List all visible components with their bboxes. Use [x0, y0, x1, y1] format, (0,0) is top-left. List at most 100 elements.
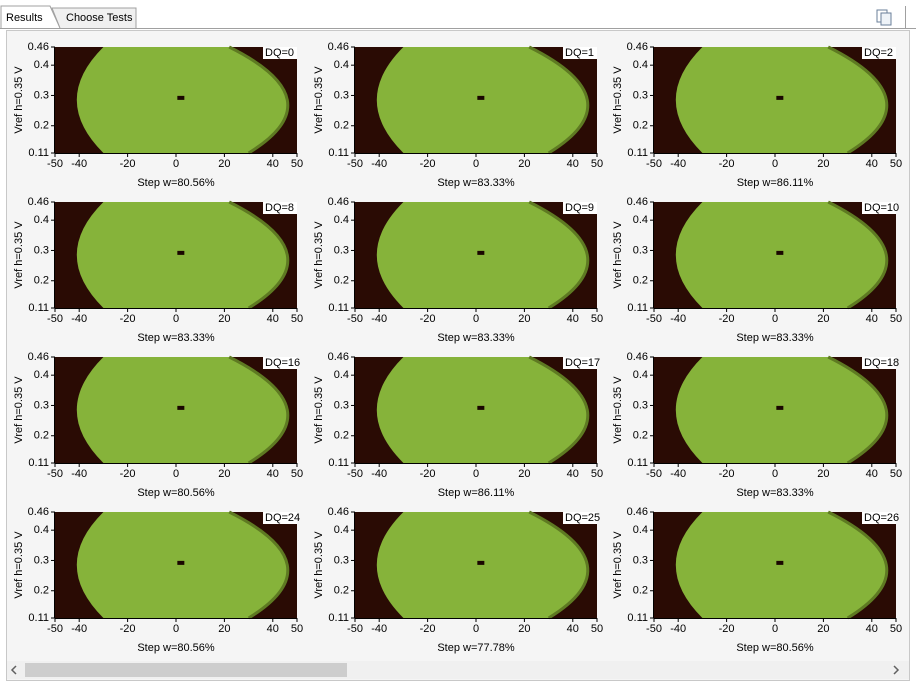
tab-results[interactable] [0, 5, 61, 29]
x-tick-label: 0 [473, 313, 479, 325]
center-marker [177, 560, 185, 565]
tab-choose-tests[interactable] [51, 7, 137, 29]
x-tick-label: 20 [518, 468, 530, 480]
y-tick-label: 0.2 [334, 120, 349, 132]
x-tick-label: 40 [567, 158, 579, 170]
y-tick-label: 0.3 [633, 89, 648, 101]
eye-opening [376, 512, 588, 618]
scroll-left[interactable] [10, 665, 17, 675]
y-tick-label: 0.11 [627, 457, 648, 469]
scrollbar-thumb[interactable] [25, 663, 347, 677]
tab-label[interactable]: Results [6, 12, 43, 24]
eye-opening [76, 357, 288, 463]
x-tick-label: -40 [71, 623, 87, 635]
x-tick-label: -20 [120, 468, 136, 480]
dq-label: DQ=18 [864, 357, 899, 369]
eye-edge [228, 45, 290, 155]
dq-label: DQ=1 [565, 47, 594, 59]
x-axis-label: Step w=83.33% [137, 332, 215, 344]
x-tick-label: 50 [291, 313, 303, 325]
y-axis-label: Vref h=0.35 V [612, 66, 624, 134]
x-tick-label: -40 [71, 468, 87, 480]
y-tick-label: 0.46 [627, 41, 648, 53]
y-tick-label: 0.46 [28, 41, 49, 53]
x-axis-label: Step w=80.56% [137, 177, 215, 189]
y-tick-label: 0.4 [334, 369, 349, 381]
y-tick-label: 0.4 [334, 524, 349, 536]
dq-label-box [263, 202, 297, 214]
x-tick-label: 50 [591, 623, 603, 635]
x-tick-label: -50 [47, 313, 63, 325]
x-tick-label: 0 [772, 313, 778, 325]
x-tick-label: 20 [817, 313, 829, 325]
dq-label: DQ=0 [265, 47, 294, 59]
y-tick-label: 0.4 [334, 214, 349, 226]
y-tick-label: 0.2 [34, 120, 49, 132]
x-tick-label: -20 [719, 313, 735, 325]
x-tick-label: -20 [120, 313, 136, 325]
x-tick-label: -50 [646, 623, 662, 635]
y-tick-label: 0.2 [34, 585, 49, 597]
center-marker [776, 405, 784, 410]
tab-label[interactable]: Choose Tests [66, 12, 133, 24]
x-tick-label: 40 [267, 468, 279, 480]
y-tick-label: 0.46 [627, 506, 648, 518]
y-tick-label: 0.11 [28, 147, 49, 159]
dq-label-box [862, 47, 896, 59]
y-tick-label: 0.4 [34, 524, 49, 536]
eye-opening [675, 357, 887, 463]
x-tick-label: -50 [646, 158, 662, 170]
dq-label: DQ=17 [565, 357, 600, 369]
y-tick-label: 0.11 [328, 147, 349, 159]
scroll-right[interactable] [893, 665, 900, 675]
x-tick-label: 0 [173, 623, 179, 635]
y-tick-label: 0.4 [34, 214, 49, 226]
eye-plot: DQ=25 -50 -40 -20 0 20 40 50 0.11 0.2 0.3 0.4 0.46 St… [313, 506, 603, 654]
dq-label: DQ=26 [864, 512, 899, 524]
y-tick-label: 0.11 [28, 612, 49, 624]
eye-opening [76, 512, 288, 618]
x-tick-label: 50 [591, 313, 603, 325]
eye-edge [528, 45, 590, 155]
x-tick-label: -50 [47, 468, 63, 480]
x-tick-label: -40 [71, 313, 87, 325]
eye-opening [675, 512, 887, 618]
dq-label-box [263, 357, 297, 369]
x-tick-label: -40 [670, 158, 686, 170]
x-tick-label: 20 [218, 468, 230, 480]
y-tick-label: 0.46 [328, 351, 349, 363]
y-tick-label: 0.46 [328, 41, 349, 53]
eye-opening [376, 47, 588, 153]
x-tick-label: 50 [291, 468, 303, 480]
y-tick-label: 0.11 [627, 612, 648, 624]
x-tick-label: 20 [218, 313, 230, 325]
eye-edge [228, 355, 290, 465]
eye-opening [76, 202, 288, 308]
x-tick-label: 50 [890, 158, 902, 170]
x-tick-label: 20 [518, 158, 530, 170]
x-tick-label: 0 [173, 313, 179, 325]
y-tick-label: 0.2 [633, 120, 648, 132]
eye-plot: DQ=16 -50 -40 -20 0 20 40 50 0.11 0.2 0.3 0.4 0.46 St… [13, 351, 303, 499]
x-tick-label: -50 [347, 468, 363, 480]
x-axis-label: Step w=80.56% [137, 487, 215, 499]
y-tick-label: 0.2 [34, 430, 49, 442]
x-tick-label: -40 [670, 623, 686, 635]
x-tick-label: -40 [371, 158, 387, 170]
copy-icon[interactable] [876, 9, 892, 26]
eye-plot: DQ=8 -50 -40 -20 0 20 40 50 0.11 0.2 0.3 0.4 0.46 Ste… [13, 196, 303, 344]
x-tick-label: 20 [218, 158, 230, 170]
y-axis-label: Vref h=0.35 V [313, 376, 325, 444]
dq-label: DQ=16 [265, 357, 300, 369]
dq-label: DQ=24 [265, 512, 300, 524]
x-tick-label: 40 [267, 313, 279, 325]
eye-plot: DQ=17 -50 -40 -20 0 20 40 50 0.11 0.2 0.3 0.4 0.46 St… [313, 351, 603, 499]
y-tick-label: 0.2 [334, 275, 349, 287]
x-tick-label: 0 [473, 623, 479, 635]
dq-label-box [862, 202, 896, 214]
x-tick-label: -40 [670, 313, 686, 325]
dq-label-box [862, 357, 896, 369]
x-tick-label: -20 [420, 623, 436, 635]
center-marker [177, 250, 185, 255]
x-tick-label: -20 [120, 158, 136, 170]
